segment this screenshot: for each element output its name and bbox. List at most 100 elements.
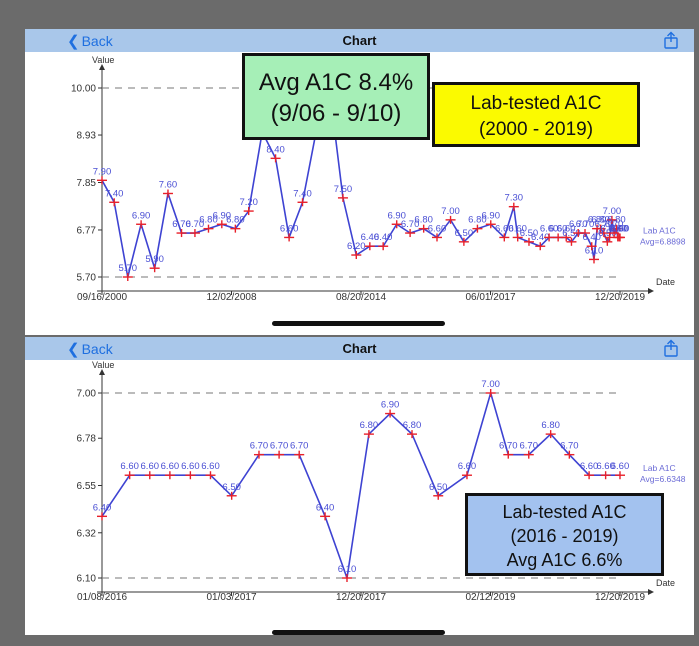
y-tick-label: 6.77: [77, 225, 97, 236]
data-label: 6.80: [607, 215, 626, 226]
home-indicator: [272, 630, 445, 635]
data-label: 7.60: [159, 179, 178, 190]
data-label: 6.90: [213, 210, 232, 221]
data-label: 6.80: [588, 215, 607, 226]
data-label: 6.60: [611, 461, 630, 472]
data-label: 6.70: [401, 219, 420, 230]
data-label: 6.80: [199, 215, 218, 226]
chart-panel-bottom: ❮ Back Chart Value Date 7.00 6.78 6.55 6.32 6.1…: [25, 337, 694, 635]
y-tick-label: 6.10: [77, 574, 97, 585]
data-label: 6.60: [557, 223, 576, 234]
y-tick-label: 6.32: [77, 528, 97, 539]
chevron-left-icon: ❮: [67, 341, 80, 358]
data-label: 7.00: [481, 379, 500, 390]
data-label: 7.00: [441, 206, 460, 217]
back-label: Back: [81, 341, 113, 357]
data-label: 6.90: [132, 210, 151, 221]
x-tick-label: 06/01/2017: [465, 292, 515, 303]
data-label: 6.70: [576, 219, 595, 230]
data-label: 6.60: [428, 223, 447, 234]
back-label: Back: [81, 33, 113, 49]
data-label: 6.60: [458, 461, 477, 472]
back-button[interactable]: ❮ Back: [67, 32, 113, 50]
x-tick-label: 01/08/2016: [77, 592, 127, 603]
data-label: 6.90: [381, 400, 400, 411]
data-label: 6.50: [520, 228, 539, 239]
annotation-box-avg-peak: Avg A1C 8.4% (9/06 - 9/10): [242, 53, 430, 140]
legend-series-average: Avg=6.6348: [640, 474, 686, 484]
data-label: 6.10: [585, 245, 604, 256]
data-label: 6.80: [414, 215, 433, 226]
share-icon[interactable]: [662, 339, 680, 357]
share-icon[interactable]: [662, 31, 680, 49]
x-axis-title: Date: [656, 277, 675, 287]
data-label: 7.90: [93, 166, 112, 177]
annotation-line: Lab-tested A1C: [470, 93, 602, 114]
data-label: 6.40: [93, 502, 112, 513]
data-label: 6.40: [361, 232, 380, 243]
annotation-line: Lab-tested A1C: [502, 502, 627, 522]
data-label: 6.60: [120, 461, 138, 472]
y-axis-title: Value: [92, 55, 114, 65]
data-label: 7.50: [334, 184, 353, 195]
y-axis-title: Value: [92, 360, 114, 370]
data-label: 6.60: [508, 223, 526, 234]
y-tick-label: 10.00: [71, 84, 96, 95]
data-label: 5.90: [145, 254, 164, 265]
y-axis-arrow: [99, 64, 105, 70]
annotation-box-recent: Lab-tested A1C (2016 - 2019) Avg A1C 6.6…: [465, 493, 664, 576]
data-label: 6.70: [250, 441, 269, 452]
nav-bar: ❮ Back Chart: [25, 337, 694, 360]
data-label: 6.10: [338, 564, 357, 575]
data-label: 6.70: [290, 441, 309, 452]
data-label: 8.40: [266, 144, 285, 155]
data-label: 6.60: [611, 223, 630, 234]
data-label: 6.50: [222, 482, 241, 493]
data-label: 5.70: [119, 263, 138, 274]
data-label: 6.60: [549, 223, 568, 234]
line-chart: Value Date 7.00 6.78 6.55 6.32 6.10 01/08/2016 0…: [77, 360, 686, 603]
data-label: 6.70: [569, 219, 588, 230]
legend-series-name: Lab A1C: [643, 225, 676, 235]
data-label: 7.40: [293, 188, 312, 199]
legend-series-name: Lab A1C: [643, 463, 676, 473]
x-tick-label: 01/03/2017: [206, 592, 256, 603]
x-axis-arrow: [648, 288, 654, 294]
data-label: 6.80: [403, 420, 422, 431]
data-label: 7.30: [505, 193, 524, 204]
y-axis-arrow: [99, 369, 105, 375]
data-label: 6.60: [540, 223, 559, 234]
data-label: 6.60: [495, 223, 514, 234]
home-indicator: [272, 321, 445, 326]
annotation-line: Avg A1C 6.6%: [506, 550, 623, 570]
x-tick-label: 09/16/2000: [77, 292, 127, 303]
data-label: 7.20: [239, 197, 258, 208]
data-label: 6.40: [582, 232, 601, 243]
chevron-left-icon: ❮: [67, 33, 80, 50]
data-label: 6.70: [186, 219, 205, 230]
annotation-line: (9/06 - 9/10): [270, 100, 402, 127]
x-axis-title: Date: [656, 578, 675, 588]
data-label: 6.80: [541, 420, 560, 431]
data-label: 6.40: [316, 502, 335, 513]
data-label: 6.70: [595, 219, 614, 230]
back-button[interactable]: ❮ Back: [67, 340, 113, 358]
y-tick-label: 6.78: [77, 434, 97, 445]
data-label: 6.40: [374, 232, 393, 243]
data-label: 6.70: [520, 441, 539, 452]
data-label: 6.80: [591, 215, 610, 226]
x-tick-label: 08/20/2014: [336, 292, 386, 303]
data-label: 6.60: [600, 223, 619, 234]
data-label: 6.70: [270, 441, 289, 452]
y-tick-label: 7.85: [77, 178, 97, 189]
data-label: 6.70: [605, 219, 624, 230]
data-label: 6.60: [596, 461, 615, 472]
data-label: 7.00: [603, 206, 622, 217]
annotation-box-lab-range: Lab-tested A1C (2000 - 2019): [432, 82, 640, 147]
data-label: 6.40: [531, 232, 550, 243]
y-tick-label: 5.70: [77, 273, 97, 284]
data-label: 6.50: [562, 228, 581, 239]
data-label: 6.60: [181, 461, 200, 472]
data-label: 6.70: [499, 441, 518, 452]
data-label: 6.90: [387, 210, 406, 221]
